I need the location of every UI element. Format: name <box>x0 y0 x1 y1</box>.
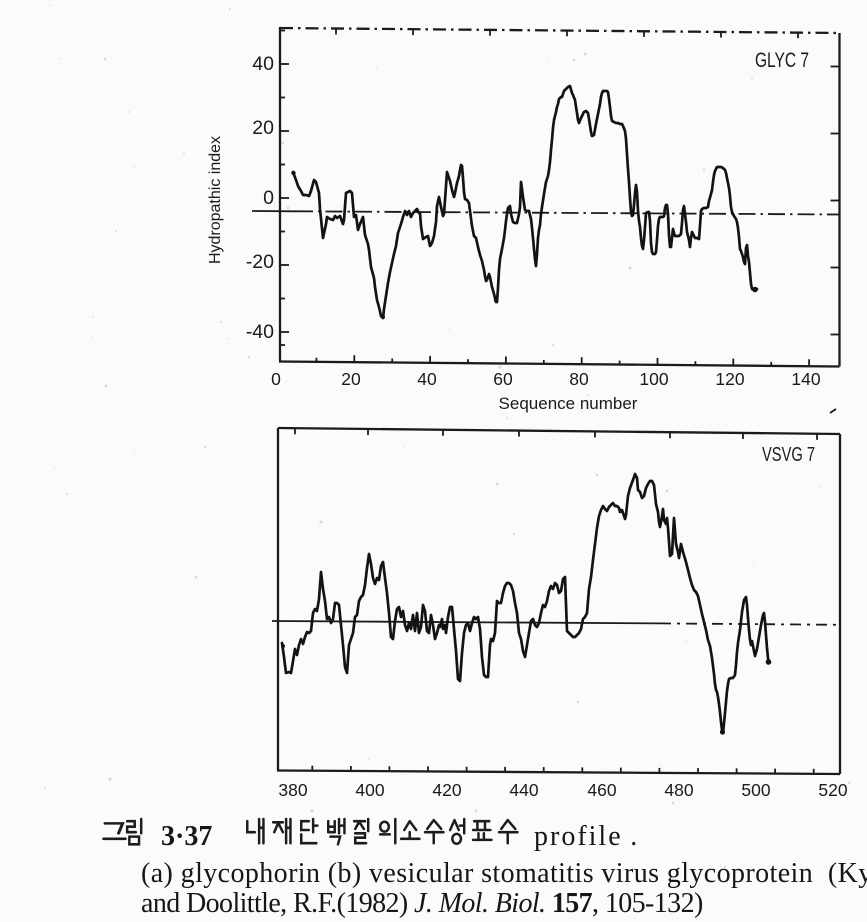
svg-text:480: 480 <box>664 780 693 800</box>
svg-text:20: 20 <box>252 117 274 139</box>
svg-text:520: 520 <box>818 780 847 800</box>
svg-text:460: 460 <box>587 780 616 800</box>
svg-text:440: 440 <box>509 780 538 800</box>
svg-text:400: 400 <box>355 780 384 800</box>
svg-text:GLYC 7: GLYC 7 <box>755 49 809 72</box>
svg-text:420: 420 <box>432 780 461 800</box>
svg-text:profile .: profile . <box>534 821 639 852</box>
svg-text:-20: -20 <box>246 251 274 273</box>
svg-text:0: 0 <box>263 187 274 209</box>
svg-text:500: 500 <box>741 780 770 800</box>
svg-text:3·37: 3·37 <box>161 821 212 852</box>
svg-text:380: 380 <box>278 780 307 800</box>
svg-text:40: 40 <box>417 369 437 389</box>
svg-text:120: 120 <box>715 369 744 389</box>
svg-text:100: 100 <box>639 369 668 389</box>
svg-text:40: 40 <box>252 53 274 75</box>
svg-text:60: 60 <box>493 369 513 389</box>
svg-text:20: 20 <box>341 369 361 389</box>
svg-text:and Doolittle, R.F.(1982) J. M: and Doolittle, R.F.(1982) J. Mol. Biol. … <box>141 888 703 919</box>
svg-text:(a) glycophorin (b) vesicular: (a) glycophorin (b) vesicular stomatitis… <box>141 858 867 889</box>
svg-text:-40: -40 <box>246 321 274 343</box>
svg-text:80: 80 <box>569 369 589 389</box>
svg-text:Hydropathic index: Hydropathic index <box>207 136 224 264</box>
svg-text:Sequence number: Sequence number <box>499 394 638 413</box>
svg-text:0: 0 <box>271 369 281 389</box>
svg-text:VSVG 7: VSVG 7 <box>762 443 815 466</box>
svg-text:140: 140 <box>791 369 820 389</box>
